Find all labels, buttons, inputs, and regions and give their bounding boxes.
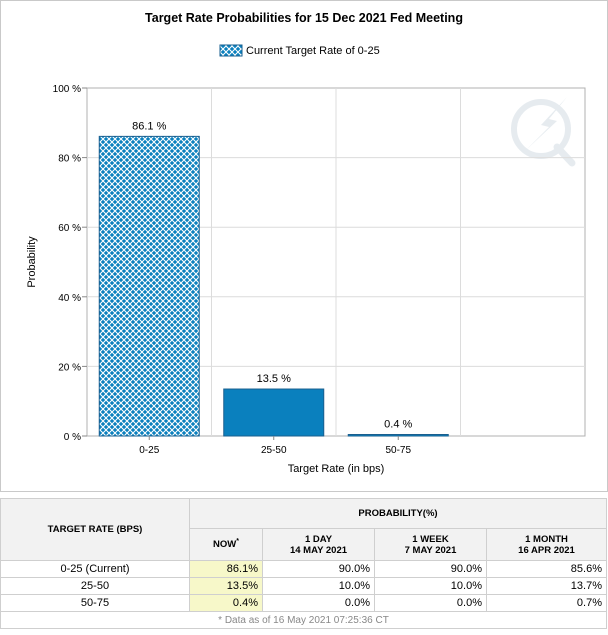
header-1-month: 1 MONTH 16 APR 2021	[486, 528, 607, 561]
row-1-day: 90.0%	[262, 560, 375, 578]
header-now: NOW*	[189, 528, 263, 561]
y-tick-label: 0 %	[64, 432, 81, 443]
table-row: 25-50 13.5% 10.0% 10.0% 13.7%	[0, 577, 607, 595]
row-1-week: 10.0%	[374, 577, 487, 595]
header-1-week-label: 1 WEEK	[412, 533, 449, 545]
x-axis: 0-25 25-50 50-75	[139, 436, 411, 456]
watermark-logo	[511, 97, 576, 167]
header-1-week: 1 WEEK 7 MAY 2021	[374, 528, 487, 561]
y-axis: 0 % 20 % 40 % 60 % 80 % 100 %	[53, 84, 87, 443]
data-label: 86.1 %	[132, 120, 166, 132]
header-now-marker: *	[236, 538, 239, 546]
table-row: 50-75 0.4% 0.0% 0.0% 0.7%	[0, 594, 607, 612]
x-tick-label: 0-25	[139, 445, 159, 456]
y-tick-label: 60 %	[58, 223, 81, 234]
row-1-day: 10.0%	[262, 577, 375, 595]
y-axis-label: Probability	[26, 236, 38, 288]
row-1-month: 85.6%	[486, 560, 607, 578]
x-tick-label: 50-75	[385, 445, 411, 456]
grid-lines	[87, 88, 585, 436]
row-1-week: 90.0%	[374, 560, 487, 578]
row-rate: 25-50	[0, 577, 190, 595]
row-rate: 50-75	[0, 594, 190, 612]
legend-label: Current Target Rate of 0-25	[246, 45, 380, 57]
legend-swatch	[219, 44, 243, 57]
header-probability: PROBABILITY(%)	[189, 498, 607, 529]
y-tick-label: 20 %	[58, 362, 81, 373]
header-now-label: NOW	[213, 539, 237, 551]
chart-legend: Current Target Rate of 0-25	[219, 44, 380, 57]
probability-table: TARGET RATE (BPS) PROBABILITY(%) NOW* 1 …	[0, 498, 607, 629]
header-1-month-label: 1 MONTH	[525, 533, 568, 545]
header-1-day: 1 DAY 14 MAY 2021	[262, 528, 375, 561]
y-tick-label: 40 %	[58, 293, 81, 304]
y-tick-label: 80 %	[58, 154, 81, 165]
x-tick-label: 25-50	[261, 445, 287, 456]
row-1-month: 13.7%	[486, 577, 607, 595]
data-label: 13.5 %	[257, 373, 291, 385]
row-now: 13.5%	[189, 577, 263, 595]
row-now: 86.1%	[189, 560, 263, 578]
bar	[347, 434, 449, 437]
header-1-month-date: 16 APR 2021	[518, 544, 575, 556]
probability-table-panel: TARGET RATE (BPS) PROBABILITY(%) NOW* 1 …	[0, 498, 608, 629]
header-1-day-label: 1 DAY	[304, 533, 333, 545]
table-row: 0-25 (Current) 86.1% 90.0% 90.0% 85.6%	[0, 560, 607, 578]
header-target-rate: TARGET RATE (BPS)	[0, 498, 190, 561]
header-1-week-date: 7 MAY 2021	[404, 544, 457, 556]
bar	[223, 388, 325, 437]
header-1-day-date: 14 MAY 2021	[289, 544, 348, 556]
chart-svg: Target Rate Probabilities for 15 Dec 202…	[26, 11, 586, 475]
row-1-month: 0.7%	[486, 594, 607, 612]
y-tick-label: 100 %	[53, 84, 81, 95]
chart-title: Target Rate Probabilities for 15 Dec 202…	[145, 11, 463, 25]
row-1-week: 0.0%	[374, 594, 487, 612]
row-1-day: 0.0%	[262, 594, 375, 612]
row-now: 0.4%	[189, 594, 263, 612]
row-rate: 0-25 (Current)	[0, 560, 190, 578]
bar	[98, 135, 200, 437]
bars: 86.1 % 13.5 % 0.4 %	[98, 120, 449, 437]
chart-panel: Target Rate Probabilities for 15 Dec 202…	[0, 0, 608, 492]
data-label: 0.4 %	[384, 419, 412, 431]
data-timestamp-footnote: * Data as of 16 May 2021 07:25:36 CT	[0, 611, 607, 629]
x-axis-label: Target Rate (in bps)	[288, 463, 385, 475]
